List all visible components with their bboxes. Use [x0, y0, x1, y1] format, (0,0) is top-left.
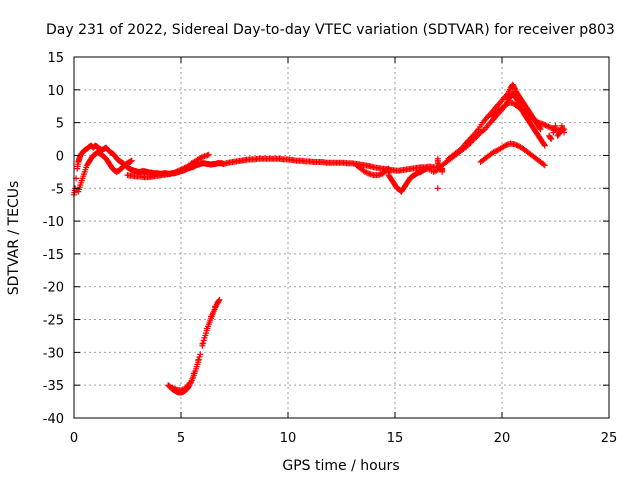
- y-tick-label: -30: [43, 346, 64, 361]
- data-point: [540, 161, 547, 168]
- y-tick-label: -35: [43, 379, 64, 394]
- data-point: [556, 130, 563, 137]
- y-axis-label: SDTVAR / TECUs: [6, 181, 22, 296]
- data-point: [195, 357, 202, 364]
- data-points: [71, 81, 568, 396]
- data-point: [205, 151, 212, 158]
- data-point: [190, 370, 197, 377]
- plot-frame: [73, 56, 610, 419]
- data-point: [199, 340, 206, 347]
- data-point: [212, 303, 219, 310]
- data-point: [541, 162, 548, 169]
- data-point: [541, 142, 548, 149]
- data-point: [197, 351, 204, 358]
- y-tick-label: 10: [47, 84, 64, 99]
- y-tick-label: -40: [43, 412, 64, 427]
- data-point: [128, 157, 135, 164]
- y-tick-label: 5: [56, 117, 64, 132]
- data-point: [546, 132, 553, 139]
- grid-lines: [74, 57, 609, 418]
- axis-ticks: 0 5 10 15 20 25 15 10 5 0 -5 -10 -15 -20 -25 -30 -35 -40: [43, 51, 618, 446]
- data-point: [561, 129, 568, 136]
- data-point: [208, 313, 214, 320]
- data-point: [215, 297, 222, 304]
- y-tick-label: 0: [56, 149, 64, 164]
- x-tick-label: 0: [70, 431, 78, 446]
- y-tick-label: -25: [43, 314, 64, 329]
- y-tick-label: -5: [51, 182, 64, 197]
- x-axis-label: GPS time / hours: [282, 458, 399, 474]
- data-point: [546, 133, 553, 140]
- x-tick-label: 10: [280, 431, 297, 446]
- data-point: [552, 122, 559, 129]
- data-point: [541, 141, 548, 148]
- x-tick-label: 5: [177, 431, 185, 446]
- data-point: [434, 185, 441, 192]
- y-tick-label: 15: [47, 51, 64, 66]
- x-tick-label: 20: [494, 431, 511, 446]
- x-tick-label: 25: [601, 431, 618, 446]
- data-point: [216, 296, 223, 303]
- y-tick-label: -15: [43, 248, 64, 263]
- data-point: [439, 168, 446, 175]
- data-point: [203, 325, 210, 332]
- data-point: [537, 126, 544, 133]
- data-point: [196, 354, 203, 360]
- y-tick-label: -20: [43, 281, 64, 296]
- chart-title: Day 231 of 2022, Sidereal Day-to-day VTE…: [46, 22, 615, 38]
- x-tick-label: 15: [387, 431, 404, 446]
- y-tick-label: -10: [43, 215, 64, 230]
- data-point: [186, 380, 193, 387]
